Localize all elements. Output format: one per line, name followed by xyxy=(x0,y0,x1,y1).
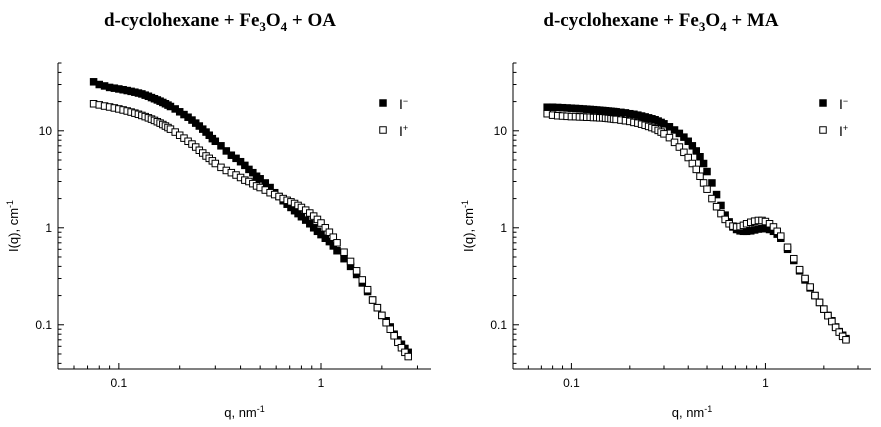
data-point-open xyxy=(795,265,804,274)
data-point-open xyxy=(777,232,785,240)
data-point-filled xyxy=(306,220,314,228)
data-point-open xyxy=(352,267,361,275)
data-point-filled xyxy=(703,167,711,176)
data-point-open xyxy=(373,303,382,312)
data-point-open xyxy=(708,194,716,203)
x-tick-label: 1 xyxy=(762,376,769,390)
x-tick-label: 0.1 xyxy=(111,376,128,390)
data-point-open xyxy=(665,133,674,142)
data-point-filled xyxy=(241,161,249,170)
scatter-plot-oa: 0.1 1 0.1 1 10 q, nm-1 I(q), cm-1 I− I+ xyxy=(5,62,431,420)
data-point-filled xyxy=(680,133,688,141)
data-point-filled xyxy=(333,246,341,255)
data-point-open xyxy=(321,224,330,232)
y-tick-label: 1 xyxy=(45,221,52,235)
data-point-open xyxy=(368,296,377,304)
data-point-filled xyxy=(696,153,704,161)
data-point-open xyxy=(390,332,398,340)
legend-label: I− xyxy=(839,96,848,112)
y-tick-label: 10 xyxy=(39,124,53,138)
data-point-open xyxy=(680,148,688,157)
chart-title: d-cyclohexane + Fe3O4 + OA xyxy=(103,10,336,34)
x-axis-label: q, nm-1 xyxy=(672,404,713,420)
data-point-open xyxy=(783,243,792,251)
data-point-filled xyxy=(261,179,270,187)
y-axis-label: I(q), cm-1 xyxy=(5,200,21,252)
data-point-open xyxy=(675,143,684,151)
y-tick-label: 0.1 xyxy=(35,318,52,332)
data-point-open xyxy=(717,209,725,218)
data-point-open xyxy=(211,159,220,168)
data-point-open xyxy=(811,291,819,300)
data-point-open xyxy=(378,311,386,320)
legend-marker xyxy=(819,126,827,134)
legend-label: I+ xyxy=(399,123,408,139)
x-tick-label: 0.1 xyxy=(563,376,580,390)
data-point-open xyxy=(721,215,729,224)
data-point-open xyxy=(358,276,367,284)
x-tick-label: 1 xyxy=(318,376,325,390)
data-point-open xyxy=(790,254,798,263)
y-tick-label: 10 xyxy=(494,124,508,138)
data-point-open xyxy=(404,352,412,361)
y-tick-label: 1 xyxy=(500,221,507,235)
data-point-filled xyxy=(222,147,231,155)
chart-title: d-cyclohexane + Fe3O4 + MA xyxy=(543,10,779,34)
data-point-filled xyxy=(684,137,692,146)
scatter-plot-ma: 0.1 1 0.1 1 10 q, nm-1 I(q), cm-1 I− I+ xyxy=(460,62,871,420)
data-point-filled xyxy=(256,175,264,183)
legend-label: I+ xyxy=(839,123,848,139)
legend-label: I− xyxy=(399,96,408,112)
data-point-open xyxy=(824,311,832,320)
data-point-open xyxy=(688,159,697,168)
data-point-open xyxy=(712,202,721,211)
data-point-open xyxy=(325,228,334,236)
data-point-open xyxy=(815,298,824,307)
data-point-open xyxy=(699,179,708,187)
data-point-filled xyxy=(688,142,697,150)
data-point-filled xyxy=(699,159,708,168)
data-point-open xyxy=(660,130,668,138)
data-point-open xyxy=(806,283,814,291)
data-point-filled xyxy=(708,179,716,187)
data-point-filled xyxy=(340,254,348,263)
data-point-open xyxy=(801,274,809,283)
data-point-filled xyxy=(217,142,225,150)
data-point-open xyxy=(820,305,828,313)
legend-marker xyxy=(379,126,387,134)
legend-marker xyxy=(379,99,387,107)
legend-marker xyxy=(819,99,827,107)
data-point-open xyxy=(382,318,390,327)
data-point-open xyxy=(340,248,348,256)
data-point-open xyxy=(703,185,711,193)
data-point-open xyxy=(363,285,372,294)
data-point-filled xyxy=(211,137,220,146)
data-point-open xyxy=(317,219,325,227)
data-point-open xyxy=(696,172,704,180)
y-tick-label: 0.1 xyxy=(490,318,507,332)
chart-panel-ma: d-cyclohexane + Fe3O4 + MA 0.1 1 0.1 1 10 q, … xyxy=(441,0,881,427)
chart-panel-oa: d-cyclohexane + Fe3O4 + OA 0.1 1 0.1 1 10 q, … xyxy=(0,0,440,427)
data-point-open xyxy=(692,165,701,174)
data-point-open xyxy=(842,336,850,344)
data-point-open xyxy=(670,138,679,147)
data-point-open xyxy=(346,257,355,266)
y-axis-label: I(q), cm-1 xyxy=(460,200,476,252)
x-axis-label: q, nm-1 xyxy=(224,404,265,420)
data-point-filled xyxy=(325,237,334,246)
data-point-filled xyxy=(712,190,721,199)
data-point-open xyxy=(333,239,341,247)
data-point-open xyxy=(386,325,394,333)
data-point-open xyxy=(684,153,692,162)
